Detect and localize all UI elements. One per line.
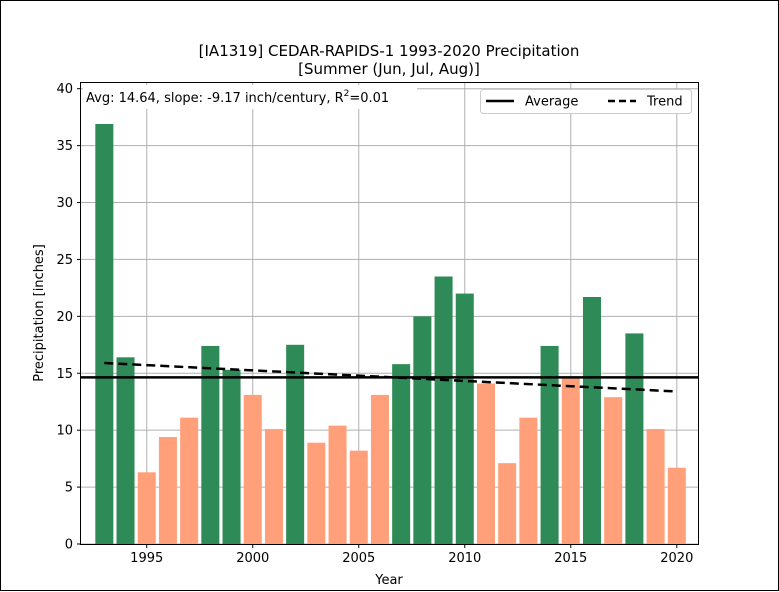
bar-2014 (540, 345, 559, 544)
chart-subtitle: [Summer (Jun, Jul, Aug)] (298, 60, 480, 78)
y-tick-label: 15 (56, 367, 73, 382)
bars (95, 123, 686, 544)
x-axis-ticks: 1995 2000 2005 2010 2015 2020 (130, 544, 693, 566)
bar-2002 (286, 344, 305, 544)
bar-2012 (498, 463, 517, 544)
chart-title: [IA1319] CEDAR-RAPIDS-1 1993-2020 Precip… (199, 42, 580, 60)
bar-2005 (349, 450, 368, 544)
legend-trend-label: Trend (646, 95, 683, 110)
legend-average-label: Average (525, 95, 578, 110)
bar-2011 (476, 383, 495, 544)
bar-2017 (604, 397, 623, 544)
x-tick-label: 1995 (130, 551, 163, 566)
y-tick-label: 30 (56, 196, 73, 211)
y-tick-label: 40 (56, 82, 73, 97)
bar-1997 (180, 417, 199, 544)
y-tick-label: 10 (56, 424, 73, 439)
y-tick-label: 5 (65, 481, 73, 496)
bar-1994 (116, 357, 135, 544)
x-tick-label: 2005 (342, 551, 375, 566)
annotation-suffix: =0.01 (349, 91, 389, 106)
bar-1995 (137, 472, 156, 544)
bar-2020 (667, 467, 686, 544)
bar-2004 (328, 425, 347, 544)
y-tick-label: 25 (56, 253, 73, 268)
y-axis-label: Precipitation [inches] (32, 244, 47, 382)
x-tick-label: 2020 (660, 551, 693, 566)
trend-line (104, 361, 677, 393)
bar-2006 (370, 394, 389, 544)
y-tick-label: 20 (56, 310, 73, 325)
legend-box (480, 89, 692, 114)
bar-2007 (392, 364, 411, 544)
bar-1999 (222, 369, 241, 544)
bar-2009 (434, 276, 453, 544)
annotation-superscript: 2 (344, 89, 350, 99)
x-tick-label: 2010 (448, 551, 481, 566)
bar-2010 (455, 293, 474, 544)
reference-lines (81, 361, 698, 393)
x-tick-label: 2000 (236, 551, 269, 566)
bar-2019 (646, 429, 665, 544)
x-axis-label: Year (374, 573, 403, 588)
bar-2003 (307, 442, 326, 544)
bar-2016 (582, 296, 601, 544)
y-tick-label: 0 (65, 538, 73, 553)
grid-lines (81, 83, 698, 545)
bar-2018 (625, 333, 644, 544)
x-tick-label: 2015 (554, 551, 587, 566)
bar-1998 (201, 345, 220, 544)
bar-2015 (561, 377, 580, 544)
bar-2013 (519, 417, 538, 544)
y-tick-label: 35 (56, 139, 73, 154)
bar-2001 (264, 429, 283, 544)
bar-1993 (95, 123, 114, 544)
annotation-prefix: Avg: 14.64, slope: -9.17 inch/century, R (86, 91, 344, 106)
bar-1996 (158, 437, 177, 544)
y-axis-ticks: 0 5 10 15 20 25 30 35 40 (56, 82, 81, 553)
bar-2000 (243, 394, 262, 544)
plot-area-border (80, 82, 699, 545)
bar-2008 (413, 316, 432, 544)
legend: Average Trend (480, 89, 692, 114)
stats-annotation: Avg: 14.64, slope: -9.17 inch/century, R… (83, 85, 417, 109)
svg-text:Avg: 14.64, slope: -9.17 inch/: Avg: 14.64, slope: -9.17 inch/century, R… (86, 89, 389, 106)
